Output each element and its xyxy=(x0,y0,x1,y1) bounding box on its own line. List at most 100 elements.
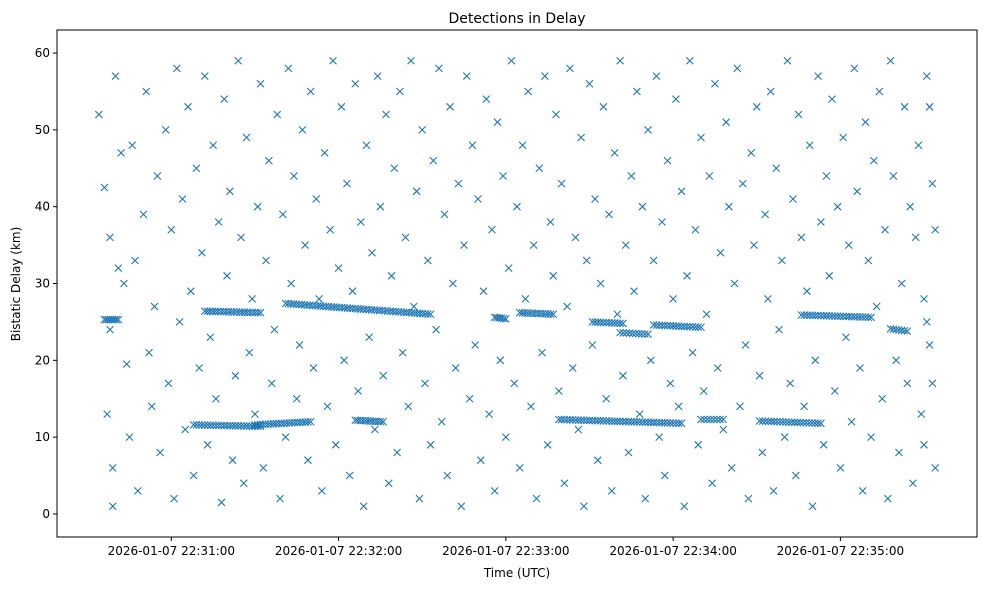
data-point xyxy=(287,279,296,288)
data-point xyxy=(490,487,499,495)
data-point xyxy=(708,479,717,488)
data-point xyxy=(883,494,892,503)
data-point xyxy=(323,402,332,411)
data-point xyxy=(869,156,878,165)
data-point xyxy=(524,87,533,96)
data-point xyxy=(761,210,770,219)
data-point xyxy=(370,425,379,434)
data-point xyxy=(147,402,156,411)
track-point xyxy=(641,330,649,338)
data-point xyxy=(181,425,190,434)
data-point xyxy=(354,387,362,395)
data-point xyxy=(223,271,231,280)
data-point xyxy=(317,487,326,495)
data-point xyxy=(376,202,385,211)
data-point xyxy=(641,494,650,503)
data-point xyxy=(646,356,655,365)
data-point xyxy=(922,318,931,326)
track-point xyxy=(697,415,705,424)
data-point xyxy=(772,164,781,173)
data-point xyxy=(822,172,831,180)
track-point xyxy=(112,315,121,324)
data-point xyxy=(306,87,315,96)
data-point xyxy=(775,325,783,334)
data-point xyxy=(256,79,265,88)
data-point xyxy=(446,102,454,111)
data-point xyxy=(214,218,223,226)
data-point xyxy=(451,364,460,372)
data-point xyxy=(769,487,778,495)
track-point xyxy=(616,328,625,337)
data-point xyxy=(574,425,583,434)
track-point xyxy=(231,421,240,430)
data-point xyxy=(672,95,680,104)
track-point xyxy=(799,418,808,427)
data-point xyxy=(106,233,114,242)
track-point xyxy=(764,417,773,426)
data-point xyxy=(401,233,410,242)
chart-title: Detections in Delay xyxy=(448,11,585,27)
data-point xyxy=(301,241,310,249)
y-tick-label: 20 xyxy=(35,353,50,367)
track-point xyxy=(787,418,796,427)
data-point xyxy=(259,463,268,472)
data-point xyxy=(348,287,357,296)
track-point xyxy=(644,330,652,339)
data-point xyxy=(125,433,134,442)
data-point xyxy=(189,471,198,480)
track-point xyxy=(214,421,223,430)
data-point xyxy=(644,125,652,134)
data-point xyxy=(697,133,705,142)
data-point xyxy=(175,318,184,326)
data-point xyxy=(117,149,126,157)
data-point xyxy=(607,487,616,495)
data-point xyxy=(624,448,633,457)
data-point xyxy=(619,371,627,380)
data-point xyxy=(351,79,360,88)
data-point xyxy=(741,341,750,349)
y-tick-label: 50 xyxy=(35,123,50,137)
data-point xyxy=(192,164,201,173)
data-point xyxy=(836,463,845,472)
data-point xyxy=(496,356,505,365)
data-point xyxy=(290,172,298,180)
data-point xyxy=(225,187,234,196)
track-point xyxy=(195,421,204,429)
data-point xyxy=(805,141,814,150)
data-point xyxy=(409,302,418,311)
data-point xyxy=(198,248,206,257)
data-point xyxy=(543,440,552,449)
data-point xyxy=(635,410,644,418)
data-point xyxy=(404,402,413,411)
data-point xyxy=(298,125,307,134)
data-point xyxy=(616,56,625,65)
track-point xyxy=(864,313,873,322)
track-point xyxy=(549,310,558,319)
track-point xyxy=(867,313,875,322)
data-point xyxy=(209,141,218,150)
data-point xyxy=(803,287,811,296)
data-point xyxy=(780,433,789,442)
data-point xyxy=(518,141,527,150)
data-point xyxy=(471,341,480,349)
track-point xyxy=(619,319,627,328)
data-point xyxy=(816,218,825,226)
data-point xyxy=(881,225,889,234)
data-point xyxy=(251,410,259,418)
track-point xyxy=(814,419,822,428)
data-point xyxy=(200,72,209,80)
data-point xyxy=(911,233,920,242)
data-point xyxy=(549,271,558,280)
data-point xyxy=(432,325,441,334)
data-point xyxy=(206,333,215,342)
data-point xyxy=(666,379,675,388)
data-point xyxy=(766,87,775,96)
data-point xyxy=(527,402,535,411)
data-point xyxy=(267,379,276,388)
data-point xyxy=(540,72,549,80)
data-point xyxy=(552,110,560,119)
track-point xyxy=(212,421,220,430)
data-point xyxy=(435,64,443,73)
data-point xyxy=(239,479,248,488)
